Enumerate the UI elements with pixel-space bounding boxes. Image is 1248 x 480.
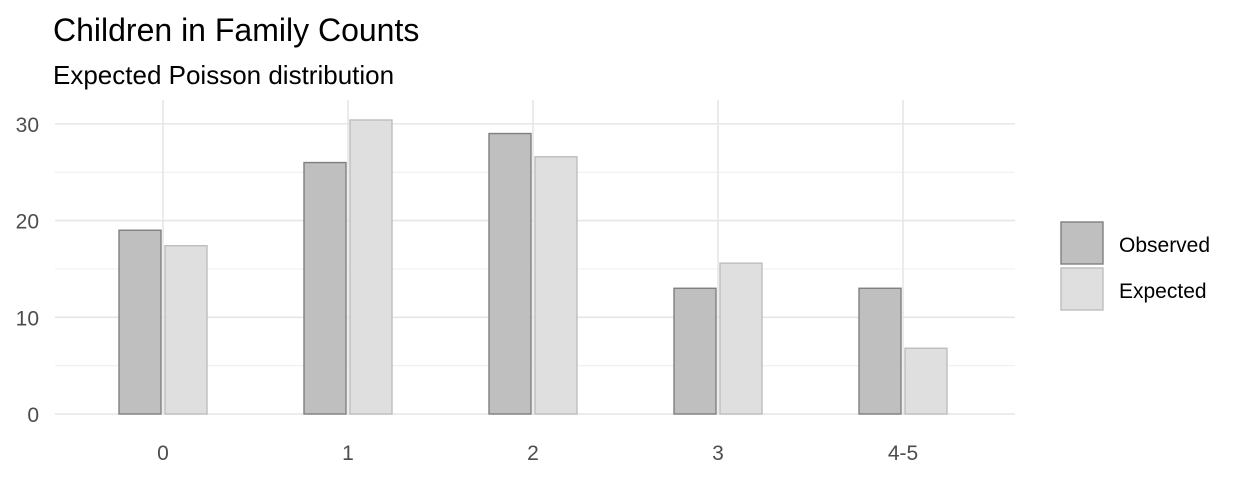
y-tick-label: 10 — [16, 307, 39, 330]
x-tick-label: 0 — [157, 442, 169, 465]
bar-expected-3 — [719, 262, 763, 415]
y-tick-label: 20 — [16, 211, 39, 234]
x-tick-label: 2 — [527, 442, 539, 465]
x-tick-label: 4-5 — [888, 442, 918, 465]
bar-expected-0 — [164, 245, 208, 415]
legend-key-observed — [1060, 221, 1104, 265]
bar-observed-3 — [673, 287, 717, 415]
legend-key-expected — [1060, 267, 1104, 311]
bar-observed-1 — [303, 161, 347, 415]
bar-expected-1 — [349, 119, 393, 415]
legend-label-expected: Expected — [1119, 280, 1207, 303]
bar-observed-4-5 — [858, 287, 902, 415]
chart-title: Children in Family Counts — [53, 12, 419, 48]
y-tick-label: 30 — [16, 114, 39, 137]
bar-observed-2 — [488, 132, 532, 415]
x-tick-label: 3 — [712, 442, 724, 465]
legend: Observed Expected — [1060, 221, 1210, 311]
x-axis-ticks: 0 1 2 3 4-5 — [157, 442, 918, 465]
bar-expected-4-5 — [904, 347, 948, 415]
legend-label-observed: Observed — [1119, 234, 1210, 257]
y-axis-ticks: 0 10 20 30 — [16, 114, 39, 427]
bar-expected-2 — [534, 156, 578, 415]
y-tick-label: 0 — [27, 404, 39, 427]
bars — [118, 119, 948, 415]
bar-observed-0 — [118, 229, 162, 415]
chart-subtitle: Expected Poisson distribution — [53, 60, 394, 90]
x-tick-label: 1 — [342, 442, 354, 465]
